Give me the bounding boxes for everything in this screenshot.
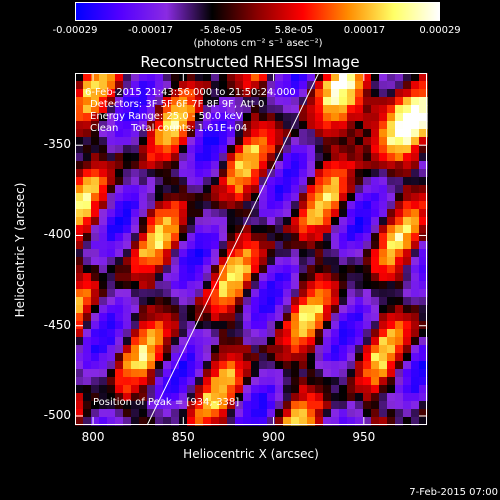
y-tick-label: -500 (43, 407, 71, 422)
colorbar-tick-label: 5.8e-05 (274, 25, 314, 36)
colorbar-unit-label: (photons cm⁻² s⁻¹ asec⁻²) (193, 38, 323, 49)
x-tick-label: 800 (81, 430, 105, 444)
x-tick-label: 900 (262, 430, 286, 444)
colorbar-tick-label: 0.00017 (343, 25, 386, 36)
annotation-clean-counts: Clean Total counts: 1.61E+04 (90, 123, 248, 134)
colorbar-tick-label: -0.00017 (128, 25, 173, 36)
colorbar (75, 2, 440, 21)
heatmap-cells (75, 73, 428, 426)
x-axis-label: Heliocentric X (arcsec) (183, 447, 319, 461)
colorbar-tick-label: -0.00029 (52, 25, 98, 36)
y-tick-label: -450 (43, 317, 71, 332)
annotation-detectors: Detectors: 3F 5F 6F 7F 8F 9F, Att 0 (90, 99, 265, 110)
chart-title: Reconstructed RHESSI Image (140, 53, 360, 71)
footer-date: 7-Feb-2015 07:00 (409, 487, 498, 498)
annotation-peak-position: Position of Peak = [934,-338] (93, 397, 240, 408)
y-tick-label: -350 (43, 137, 71, 152)
colorbar-tick-label: -5.8e-05 (200, 25, 242, 36)
annotation-time-range: 6-Feb-2015 21:43:56.000 to 21:50:24.000 (85, 87, 296, 98)
colorbar-tick-label: 0.00029 (419, 25, 461, 36)
y-axis-label: Heliocentric Y (arcsec) (13, 182, 27, 318)
heatmap-canvas (75, 72, 428, 426)
y-tick-label: -400 (43, 227, 71, 242)
x-tick-label: 850 (171, 430, 195, 444)
annotation-energy-range: Energy Range: 25.0 - 50.0 keV (90, 111, 243, 122)
plot-frame (75, 73, 427, 425)
plot-area: 6-Feb-2015 21:43:56.000 to 21:50:24.000 … (75, 72, 428, 426)
solar-limb-line (146, 72, 320, 426)
x-tick-label: 950 (352, 430, 376, 444)
